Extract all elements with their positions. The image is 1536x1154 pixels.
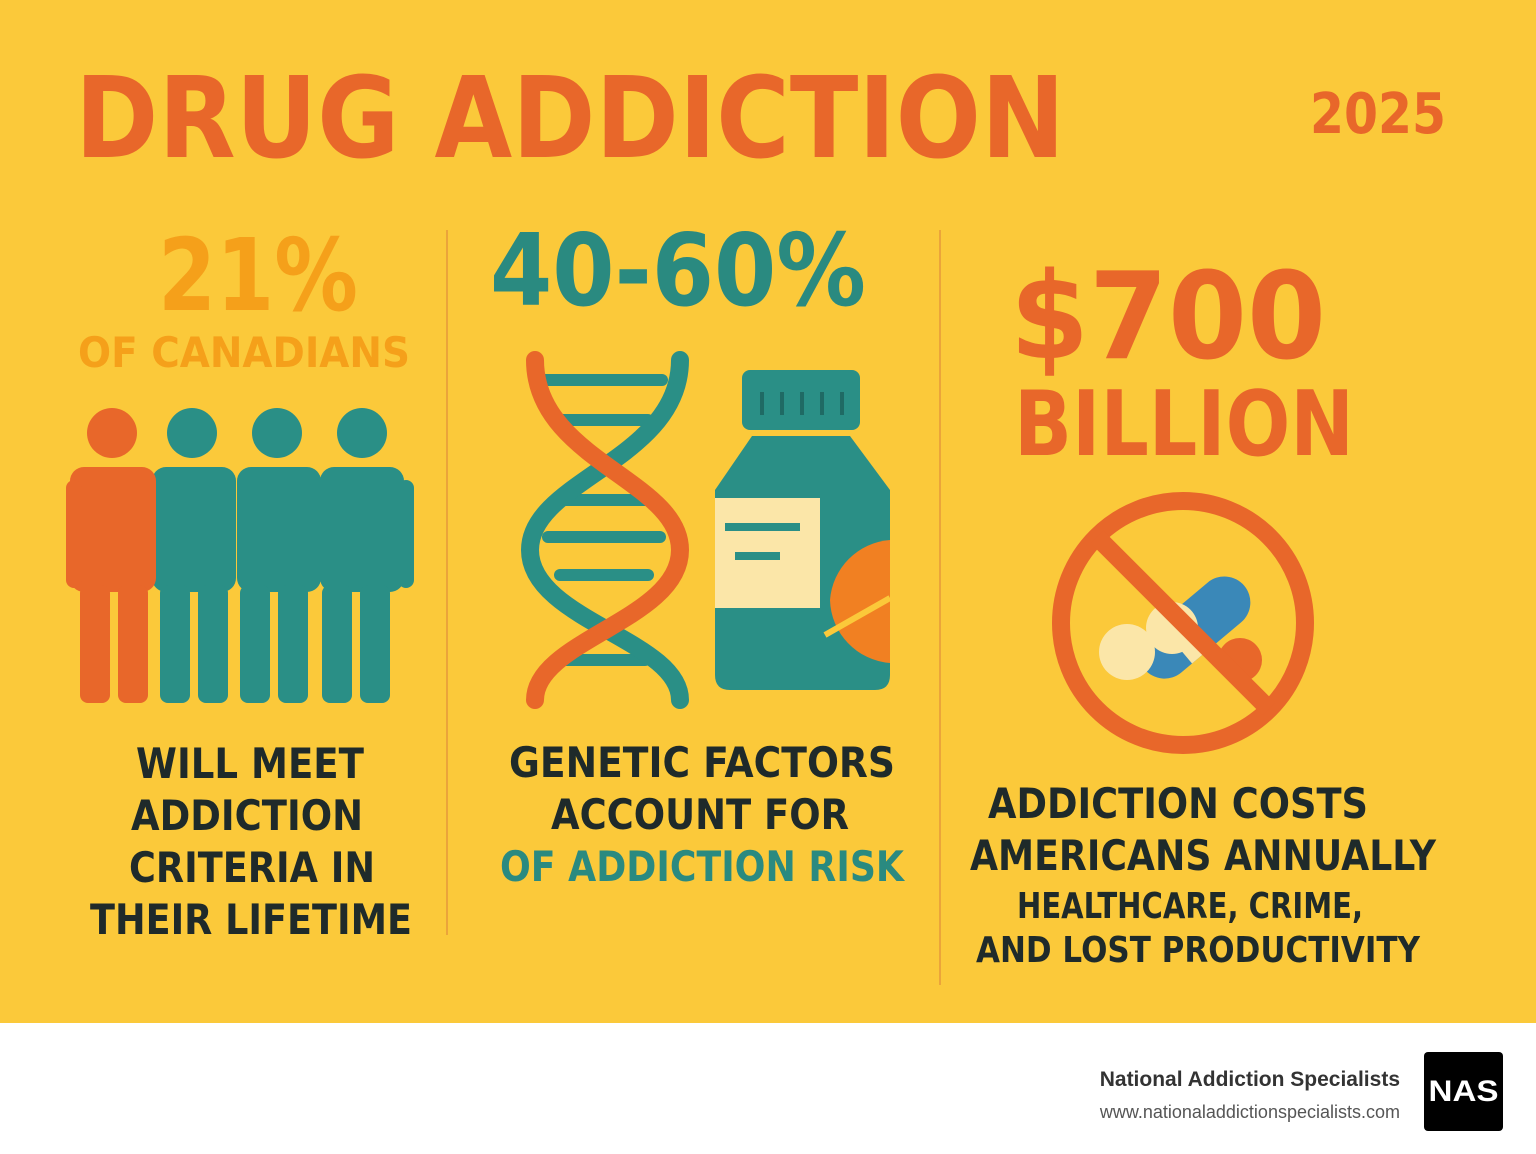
stat-value: 40-60%: [490, 212, 866, 329]
stat-text: OF ADDICTION RISK: [500, 842, 905, 891]
stat-text: ACCOUNT FOR: [551, 790, 849, 839]
stat-text: THEIR LIFETIME: [90, 895, 412, 944]
logo: NAS: [1429, 1075, 1499, 1108]
stat-label: BILLION: [1014, 372, 1354, 477]
dna-icon: [520, 351, 690, 709]
footer-url: www.nationaladdictionspecialists.com: [1099, 1102, 1400, 1122]
stat-text: AMERICANS ANNUALLY: [970, 831, 1437, 880]
stat-subtext: AND LOST PRODUCTIVITY: [976, 930, 1421, 971]
stat-text: ADDICTION COSTS: [988, 779, 1368, 828]
people-icon: [66, 408, 414, 703]
logo-box: [1424, 1052, 1503, 1131]
stat-label: OF CANADIANS: [78, 328, 410, 377]
stat-value: $700: [1010, 248, 1326, 387]
stat-text: CRITERIA IN: [129, 843, 375, 892]
footer-name: National Addiction Specialists: [1100, 1068, 1400, 1091]
stat-text: ADDICTION: [131, 791, 363, 840]
stat-text: GENETIC FACTORS: [509, 738, 895, 787]
stat-text: WILL MEET: [136, 739, 364, 788]
bottle-icon: [715, 370, 892, 690]
stat-value: 21%: [158, 217, 358, 334]
year: 2025: [1310, 82, 1446, 147]
title: DRUG ADDICTION: [75, 54, 1065, 184]
footer-background: [0, 1023, 1536, 1154]
stat-subtext: HEALTHCARE, CRIME,: [1017, 886, 1363, 927]
no-drugs-icon: [1052, 492, 1314, 754]
